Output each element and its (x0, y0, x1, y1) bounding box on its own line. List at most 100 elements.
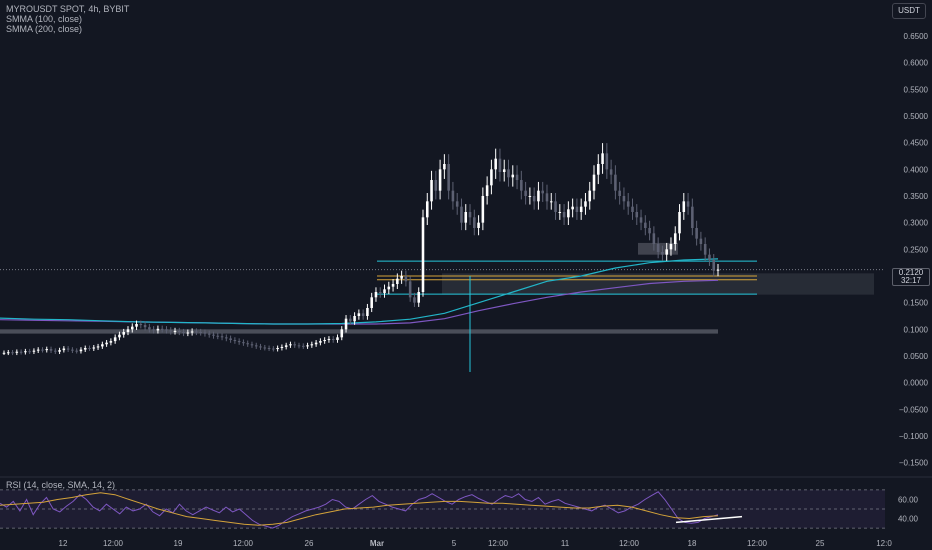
time-tick-label: 12:0 (876, 539, 892, 548)
time-tick-label: 12:00 (619, 539, 640, 548)
price-axis[interactable]: 0.6500 0.6000 0.5500 0.5000 0.4500 0.4000 0.35… (899, 32, 929, 468)
candle-body (225, 337, 228, 339)
candle-body (626, 201, 630, 207)
smma200-legend[interactable]: SMMA (200, close) (6, 24, 83, 34)
candle-body (635, 212, 639, 218)
candle-body (186, 332, 190, 334)
currency-button[interactable]: USDT (892, 3, 926, 19)
rsi-tick-label: 40.00 (898, 515, 919, 524)
candle-body (408, 281, 412, 298)
candle-body (515, 174, 519, 180)
candle-body (374, 292, 378, 298)
candle-body (297, 345, 301, 347)
candle-body (357, 313, 361, 316)
smma100-legend[interactable]: SMMA (100, close) (6, 14, 83, 24)
candle-body (310, 344, 314, 346)
candle-body (169, 330, 173, 332)
candle-body (541, 190, 544, 194)
rsi-legend[interactable]: RSI (14, close, SMA, 14, 2) (6, 480, 116, 490)
rsi-pane: 60.00 40.00 (0, 476, 932, 529)
candle-body (353, 316, 356, 322)
candle-body (404, 276, 408, 282)
candle-body (387, 286, 391, 290)
candle-body (122, 332, 125, 335)
candle-body (421, 217, 425, 292)
candle-body (237, 341, 241, 343)
candle-layer (2, 143, 720, 372)
time-tick-label: 19 (174, 539, 183, 548)
price-tick-label: 0.1500 (904, 299, 929, 308)
candle-body (293, 344, 297, 346)
candle-body (494, 158, 497, 170)
candle-body (92, 347, 96, 349)
candle-body (571, 206, 574, 210)
candle-body (182, 332, 185, 334)
candle-body (631, 206, 634, 212)
candle-body (323, 340, 326, 342)
symbol-title[interactable]: MYROUSDT SPOT, 4h, BYBIT (6, 4, 130, 14)
candle-body (11, 352, 14, 354)
candle-body (229, 338, 232, 340)
candle-body (417, 292, 421, 303)
candle-body (532, 196, 536, 202)
smma100-line (0, 258, 719, 325)
candle-body (673, 233, 677, 244)
price-tick-label: −0.1000 (899, 432, 929, 441)
candle-body (24, 351, 27, 353)
time-axis[interactable]: 12 12:00 19 12:00 26 Mar 5 12:00 11 12:00 18 12:00 2… (59, 539, 893, 548)
price-tick-label: −0.1500 (899, 459, 929, 468)
candle-body (272, 348, 275, 350)
candle-body (584, 201, 587, 207)
candle-body (669, 244, 673, 250)
candle-body (2, 352, 6, 354)
candle-body (605, 153, 609, 170)
candle-body (246, 343, 249, 345)
time-tick-label: 12:00 (488, 539, 509, 548)
candle-body (648, 228, 651, 234)
candle-body (567, 209, 570, 218)
candle-body (485, 185, 489, 196)
candle-body (254, 345, 258, 347)
candle-body (15, 351, 19, 353)
candle-body (250, 344, 254, 346)
candle-body (588, 190, 592, 202)
candle-body (473, 217, 476, 228)
rsi-band (0, 489, 885, 529)
candle-body (447, 164, 450, 191)
candle-body (652, 233, 656, 244)
rsi-trendline (675, 515, 743, 524)
candle-body (314, 342, 318, 345)
candle-body (32, 350, 36, 352)
candle-body (75, 350, 78, 352)
candle-body (233, 340, 237, 342)
candle-body (6, 352, 10, 354)
candle-body (160, 328, 164, 330)
candle-body (592, 174, 596, 191)
candle-body (344, 318, 348, 330)
time-tick-label: 12:00 (103, 539, 124, 548)
candle-body (62, 348, 66, 351)
candle-body (105, 342, 108, 345)
candle-body (545, 193, 549, 202)
candle-body (703, 244, 707, 255)
candle-body (336, 337, 339, 340)
candle-body (83, 348, 87, 350)
candle-body (477, 222, 480, 228)
candle-body (712, 260, 716, 271)
time-tick-label: 25 (816, 539, 825, 548)
candle-body (575, 206, 579, 212)
candle-body (152, 329, 155, 331)
candle-body (289, 344, 292, 346)
candle-body (490, 169, 493, 186)
candle-body (361, 313, 365, 316)
candle-body (413, 297, 416, 303)
time-tick-label: 5 (452, 539, 457, 548)
candle-body (195, 331, 198, 333)
last-price-badge: 0.2120 32:17 (892, 268, 930, 286)
candle-body (58, 350, 61, 352)
candle-body (601, 153, 604, 164)
candle-body (36, 349, 40, 351)
candle-body (327, 338, 331, 340)
price-tick-label: 0.5000 (904, 112, 929, 121)
